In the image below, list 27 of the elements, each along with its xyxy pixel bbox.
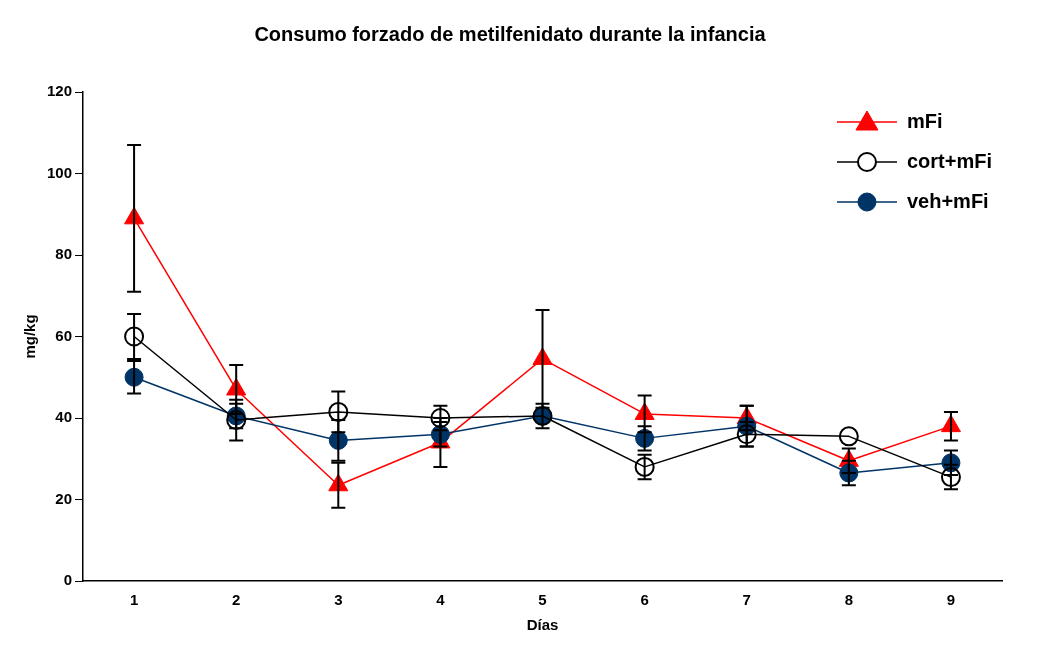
x-tick-label: 4: [436, 591, 446, 609]
y-tick-label: 0: [63, 571, 73, 589]
y-tick-label: 60: [55, 326, 73, 344]
y-tick-label: 40: [55, 408, 73, 426]
point: [430, 408, 451, 428]
y-tick-label: 80: [55, 245, 73, 263]
legend-label: veh+mFi: [906, 189, 989, 212]
point: [124, 326, 145, 347]
point: [328, 401, 349, 422]
x-tick-label: 6: [640, 591, 649, 609]
x-tick-label: 7: [742, 591, 751, 609]
chart-title: Consumo forzado de metilfenidato durante la infancia: [254, 22, 767, 45]
point: [838, 426, 859, 447]
x-tick-label: 8: [844, 591, 854, 609]
point: [226, 410, 247, 431]
x-tick-label: 3: [334, 591, 343, 609]
legend-label: mFi: [906, 109, 943, 132]
y-tick-label: 100: [47, 163, 73, 181]
y-tick-label: 120: [47, 82, 73, 100]
x-axis-title: Días: [526, 616, 559, 634]
legend-label: cort+mFi: [906, 149, 993, 172]
y-tick-label: 20: [55, 489, 73, 507]
x-tick-label: 9: [946, 591, 956, 609]
x-tick-label: 1: [129, 591, 139, 609]
x-tick-label: 5: [538, 591, 547, 609]
x-tick-label: 2: [232, 591, 241, 609]
y-axis-title: mg/kg: [21, 314, 39, 359]
